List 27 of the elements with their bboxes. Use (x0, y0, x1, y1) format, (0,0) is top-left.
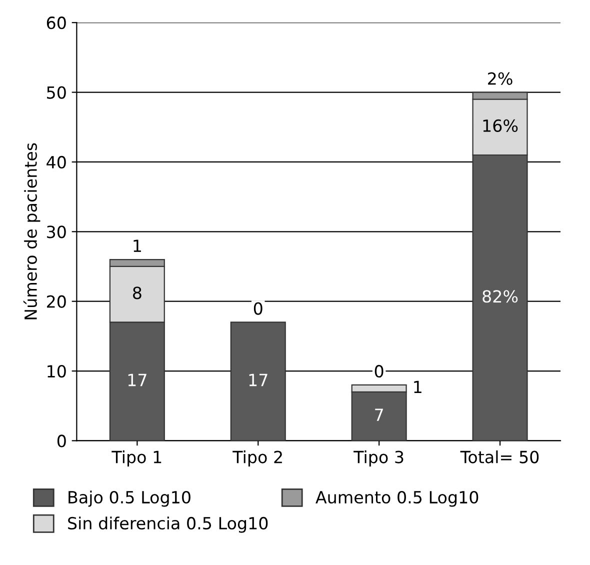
data-label: 0 (254, 302, 262, 315)
annotation: 16% (483, 119, 518, 132)
x-tick-label: Tipo 2 (232, 450, 282, 467)
x-tick-label: Tipo 3 (354, 450, 404, 467)
data-label: 8 (133, 286, 142, 300)
data-label: 0 (374, 364, 384, 378)
y-tick-label: 0 (57, 434, 66, 448)
bar (230, 322, 286, 441)
legend-label: Sin diferencia 0.5 Log10 (68, 516, 268, 533)
y-tick-label: 50 (47, 86, 66, 99)
legend-label: Bajo 0.5 Log10 (68, 490, 190, 507)
legend-label: Aumento 0.5 Log10 (316, 490, 478, 507)
data-label: 1 (134, 240, 141, 252)
data-label: 1 (414, 380, 422, 394)
data-label: 17 (128, 374, 146, 386)
x-tick-label: Tipo 1 (112, 450, 162, 467)
y-axis-title: Número de pacientes (23, 143, 40, 320)
data-label: 7 (375, 408, 383, 421)
y-tick-label: 10 (48, 364, 66, 378)
annotation: 82% (482, 290, 518, 303)
y-tick-label: 60 (46, 16, 66, 30)
y-tick-label: 20 (46, 295, 66, 308)
x-tick-label: Total= 50 (460, 450, 539, 464)
annotation: 2% (488, 72, 512, 85)
y-tick-label: 40 (46, 156, 66, 169)
data-label: 17 (249, 374, 268, 386)
y-tick-label: 30 (47, 226, 66, 238)
